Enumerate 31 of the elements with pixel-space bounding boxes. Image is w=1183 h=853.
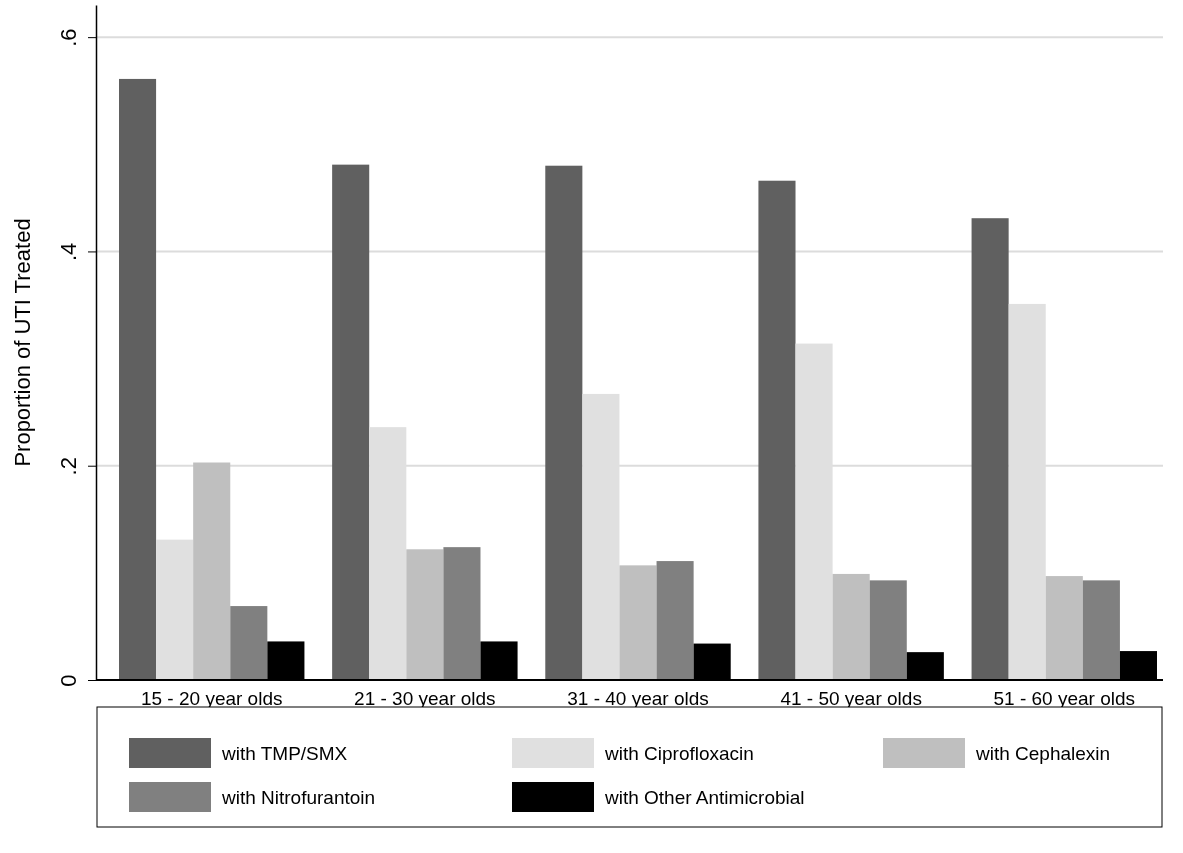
legend-label: with Nitrofurantoin [221,786,376,808]
bar [193,462,231,680]
x-tick-label: 51 - 60 year olds [993,688,1136,710]
bar [1045,576,1083,680]
bar [332,164,370,680]
x-tick-label: 31 - 40 year olds [567,688,709,710]
bar [971,218,1009,680]
bar [406,549,444,680]
y-tick-label: 0 [55,674,81,687]
legend-label: with Cephalexin [975,742,1111,764]
y-tick-label: .6 [55,28,81,47]
bar [545,165,583,680]
bar [619,565,657,680]
y-axis-title: Proportion of UTI Treated [10,218,35,467]
x-tick-label: 41 - 50 year olds [780,688,922,710]
bar [758,180,796,680]
legend-label: with TMP/SMX [221,742,348,764]
legend-label: with Ciprofloxacin [604,742,754,764]
bar [119,78,157,680]
y-tick-label: .4 [55,242,81,262]
x-tick-label: 15 - 20 year olds [140,688,283,710]
bar [656,561,694,680]
bar [443,547,481,680]
x-tick-label: 21 - 30 year olds [354,688,496,710]
legend-label: with Other Antimicrobial [604,786,805,808]
y-tick-label: .2 [55,457,81,476]
bar [869,580,907,680]
bar [230,606,268,680]
bar [156,539,194,680]
bar [832,573,870,680]
bar [1082,580,1120,680]
